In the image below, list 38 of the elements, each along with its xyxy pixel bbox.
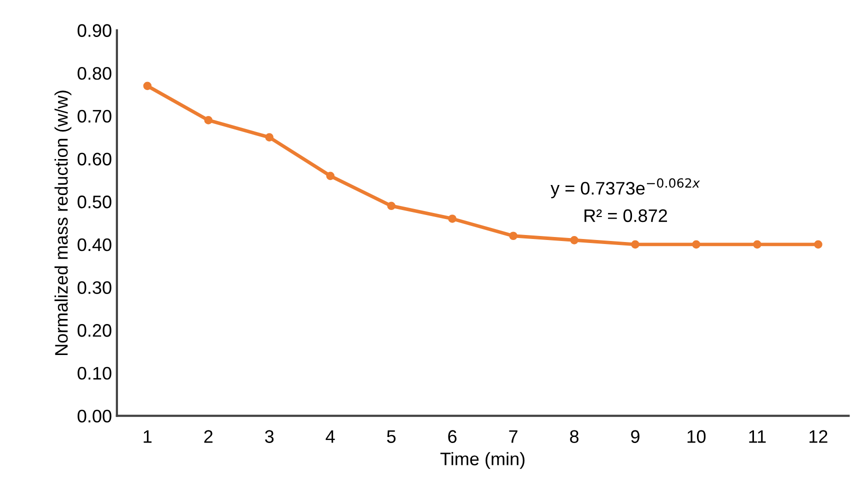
y-tick-label: 0.60 — [78, 152, 112, 166]
y-axis-title: Normalized mass reduction (w/w) — [54, 90, 72, 355]
point — [570, 236, 578, 244]
y-tick-label: 0.20 — [78, 324, 112, 337]
x-tick-label: 8 — [570, 430, 578, 443]
x-axis-title: Time (min) — [440, 452, 524, 469]
y-tick-label: 0.00 — [78, 410, 112, 423]
x-tick-label: 9 — [631, 430, 640, 443]
y-tick-label: 0.90 — [78, 24, 112, 37]
point — [631, 240, 640, 249]
x-tick-label: 11 — [749, 430, 766, 443]
point — [387, 202, 396, 210]
x-tick-label: 2 — [204, 430, 212, 443]
y-tick-label: 0.70 — [78, 110, 112, 123]
x-tick-label: 5 — [387, 430, 396, 443]
x-tick-label: 7 — [509, 430, 518, 443]
x-tick-label: 6 — [448, 430, 457, 443]
x-tick-label: 12 — [810, 430, 828, 443]
point — [692, 240, 700, 249]
point — [814, 240, 822, 249]
y-tick-label: 0.50 — [78, 196, 112, 208]
y-tick-label: 0.10 — [78, 366, 112, 380]
point — [753, 240, 762, 249]
point — [143, 82, 152, 90]
point — [326, 172, 335, 180]
annotation: y = 0.7373e$^{−0.062x}$ — [550, 178, 700, 198]
point — [204, 116, 213, 124]
point — [509, 232, 518, 240]
point — [265, 133, 274, 142]
x-tick-label: 3 — [265, 430, 274, 443]
point — [448, 214, 456, 223]
annotation: R² = 0.872 — [584, 209, 667, 222]
x-tick-label: 4 — [326, 430, 335, 443]
x-tick-label: 10 — [688, 430, 706, 443]
y-tick-label: 0.40 — [78, 238, 112, 252]
y-tick-label: 0.30 — [78, 281, 112, 294]
y-tick-label: 0.80 — [78, 67, 112, 80]
x-tick-label: 1 — [144, 430, 152, 443]
